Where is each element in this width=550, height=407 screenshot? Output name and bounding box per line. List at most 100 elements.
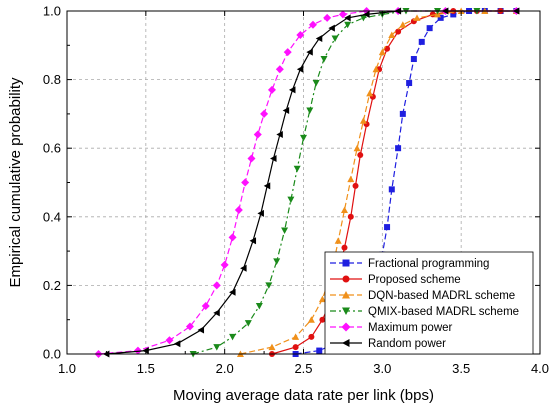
data-point <box>341 244 348 251</box>
data-point <box>296 31 305 40</box>
data-point <box>388 186 395 193</box>
data-point <box>450 11 457 18</box>
legend-label: Random power <box>368 338 446 350</box>
legend-item: Proposed scheme <box>330 274 461 286</box>
data-point <box>257 209 264 217</box>
y-tick-label: 0.6 <box>43 141 61 156</box>
data-point <box>240 264 247 272</box>
data-point <box>315 34 323 42</box>
data-point <box>197 326 205 334</box>
legend-label: Maximum power <box>368 322 453 334</box>
legend-marker <box>342 339 350 347</box>
data-point <box>165 336 174 345</box>
legend-item: DQN-based MADRL scheme <box>330 290 515 302</box>
series-6 <box>102 7 520 358</box>
data-point <box>241 178 250 187</box>
data-point <box>276 130 283 138</box>
x-tick-label: 2.5 <box>294 361 312 376</box>
data-point <box>308 20 317 29</box>
data-point <box>399 110 406 117</box>
data-point <box>253 130 262 139</box>
y-tick-label: 0.0 <box>43 347 61 362</box>
y-axis-label: Empirical cumulative probability <box>7 77 24 288</box>
data-point <box>406 80 413 87</box>
data-point <box>306 107 314 114</box>
x-axis-label: Moving average data rate per link (bps) <box>173 387 434 404</box>
data-point <box>270 154 277 162</box>
data-point <box>316 347 323 354</box>
data-point <box>340 206 348 213</box>
legend-label: QMIX-based MADRL scheme <box>368 306 519 318</box>
data-point <box>282 106 290 114</box>
series-line <box>192 10 477 355</box>
legend-label: Proposed scheme <box>368 274 461 286</box>
data-point <box>212 281 221 290</box>
tick-labels: 1.0 1.5 2.0 2.5 3.0 3.5 4.0 0.0 0.2 0.4 0.6 0.8 1.0 <box>43 4 549 377</box>
data-point <box>133 346 142 355</box>
data-point <box>247 154 256 163</box>
data-point <box>399 21 407 28</box>
series-line <box>98 10 517 355</box>
data-point <box>292 344 299 351</box>
data-point <box>249 237 257 245</box>
data-point <box>288 86 296 94</box>
x-tick-label: 1.0 <box>58 361 76 376</box>
data-point <box>323 13 332 22</box>
x-tick-label: 2.0 <box>216 361 234 376</box>
legend-marker <box>342 275 350 283</box>
data-point <box>229 333 237 341</box>
legend-box <box>324 251 534 355</box>
data-point <box>378 48 386 56</box>
data-point <box>234 205 243 214</box>
data-point <box>185 322 194 331</box>
x-tick-label: 3.0 <box>373 361 391 376</box>
data-point <box>388 31 396 39</box>
x-tick-label: 3.5 <box>452 361 470 376</box>
data-point <box>334 237 342 244</box>
axis-ticks <box>66 10 541 355</box>
data-point <box>265 282 273 289</box>
y-tick-label: 0.8 <box>43 72 61 87</box>
data-point <box>287 196 295 204</box>
data-point <box>347 175 355 183</box>
data-point <box>283 48 292 57</box>
series-layer <box>94 7 521 358</box>
grid-lines <box>67 11 540 354</box>
data-point <box>300 134 307 142</box>
data-point <box>359 14 367 22</box>
data-point <box>344 14 351 22</box>
data-point <box>260 109 269 118</box>
legend-item: QMIX-based MADRL scheme <box>330 306 519 318</box>
data-point <box>319 316 326 323</box>
data-point <box>244 320 252 327</box>
data-point <box>273 258 281 265</box>
legend-marker <box>342 307 350 315</box>
data-point <box>267 85 276 94</box>
data-point <box>201 301 210 310</box>
data-point <box>352 182 359 189</box>
data-point <box>426 25 433 32</box>
data-point <box>418 38 425 45</box>
data-point <box>308 333 315 340</box>
data-point <box>213 344 221 351</box>
data-point <box>366 89 374 97</box>
legend-item: Random power <box>330 338 446 350</box>
y-tick-label: 0.4 <box>43 209 61 224</box>
y-tick-label: 1.0 <box>43 4 61 19</box>
data-point <box>312 80 320 87</box>
data-point <box>338 10 347 19</box>
x-tick-label: 4.0 <box>531 361 549 376</box>
data-point <box>384 224 391 231</box>
data-point <box>357 152 364 159</box>
legend-marker <box>342 291 350 299</box>
data-point <box>347 213 354 220</box>
data-point <box>331 35 339 42</box>
legend-item: Fractional programming <box>330 258 489 270</box>
data-point <box>306 48 313 56</box>
data-point <box>296 65 304 73</box>
data-point <box>413 14 421 21</box>
data-point <box>275 65 284 74</box>
series-line <box>240 10 517 355</box>
data-point <box>293 165 301 173</box>
